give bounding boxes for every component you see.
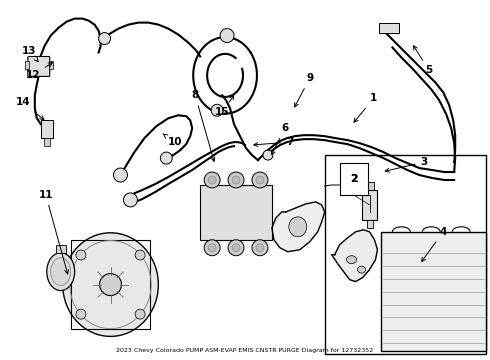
Bar: [362, 190, 377, 220]
Circle shape: [252, 172, 268, 188]
Text: 13: 13: [22, 45, 38, 62]
Text: 2: 2: [350, 174, 357, 184]
Text: 10: 10: [163, 134, 182, 147]
Ellipse shape: [346, 256, 357, 264]
Ellipse shape: [99, 274, 122, 296]
Text: 8: 8: [192, 90, 215, 161]
Bar: [382, 232, 486, 351]
Ellipse shape: [47, 253, 74, 291]
Text: 2: 2: [350, 174, 357, 184]
Bar: [340, 163, 368, 195]
Text: 6: 6: [271, 123, 289, 155]
Text: 4: 4: [421, 227, 447, 262]
Circle shape: [76, 250, 86, 260]
Circle shape: [211, 104, 223, 116]
Bar: [71, 240, 150, 329]
Bar: [325, 155, 486, 354]
Circle shape: [204, 240, 220, 256]
Bar: [200, 185, 272, 240]
Ellipse shape: [51, 258, 71, 285]
Polygon shape: [272, 202, 325, 252]
Circle shape: [204, 172, 220, 188]
Circle shape: [256, 176, 264, 184]
Circle shape: [76, 309, 86, 319]
Text: 15: 15: [215, 95, 234, 117]
Bar: [49, 62, 53, 69]
Circle shape: [114, 168, 127, 182]
Circle shape: [263, 150, 273, 160]
Circle shape: [232, 176, 240, 184]
Text: 11: 11: [39, 190, 69, 274]
Ellipse shape: [289, 217, 307, 237]
Text: 12: 12: [25, 63, 52, 80]
Ellipse shape: [63, 233, 158, 336]
Bar: [367, 220, 372, 228]
Circle shape: [228, 172, 244, 188]
Bar: [365, 182, 374, 190]
Bar: [41, 120, 53, 138]
Bar: [56, 245, 66, 253]
Text: 3: 3: [385, 157, 428, 172]
Circle shape: [232, 244, 240, 252]
Circle shape: [256, 244, 264, 252]
Text: 2023 Chevy Colorado PUMP ASM-EVAP EMIS CNSTR PURGE Diagram for 12732352: 2023 Chevy Colorado PUMP ASM-EVAP EMIS C…: [117, 348, 373, 353]
Text: 1: 1: [354, 93, 377, 122]
Circle shape: [252, 240, 268, 256]
FancyBboxPatch shape: [28, 57, 50, 76]
Bar: [379, 23, 399, 32]
Circle shape: [208, 244, 216, 252]
Circle shape: [98, 32, 111, 45]
Polygon shape: [332, 230, 377, 282]
Circle shape: [123, 193, 137, 207]
Text: 14: 14: [16, 97, 44, 120]
Ellipse shape: [358, 266, 366, 273]
Text: 5: 5: [414, 46, 433, 76]
Circle shape: [220, 28, 234, 42]
Text: 9: 9: [294, 73, 313, 107]
Circle shape: [135, 309, 145, 319]
Bar: [44, 138, 50, 146]
Circle shape: [160, 152, 172, 164]
Text: 7: 7: [254, 137, 294, 147]
Circle shape: [228, 240, 244, 256]
Circle shape: [208, 176, 216, 184]
Circle shape: [135, 250, 145, 260]
Bar: [25, 62, 29, 69]
